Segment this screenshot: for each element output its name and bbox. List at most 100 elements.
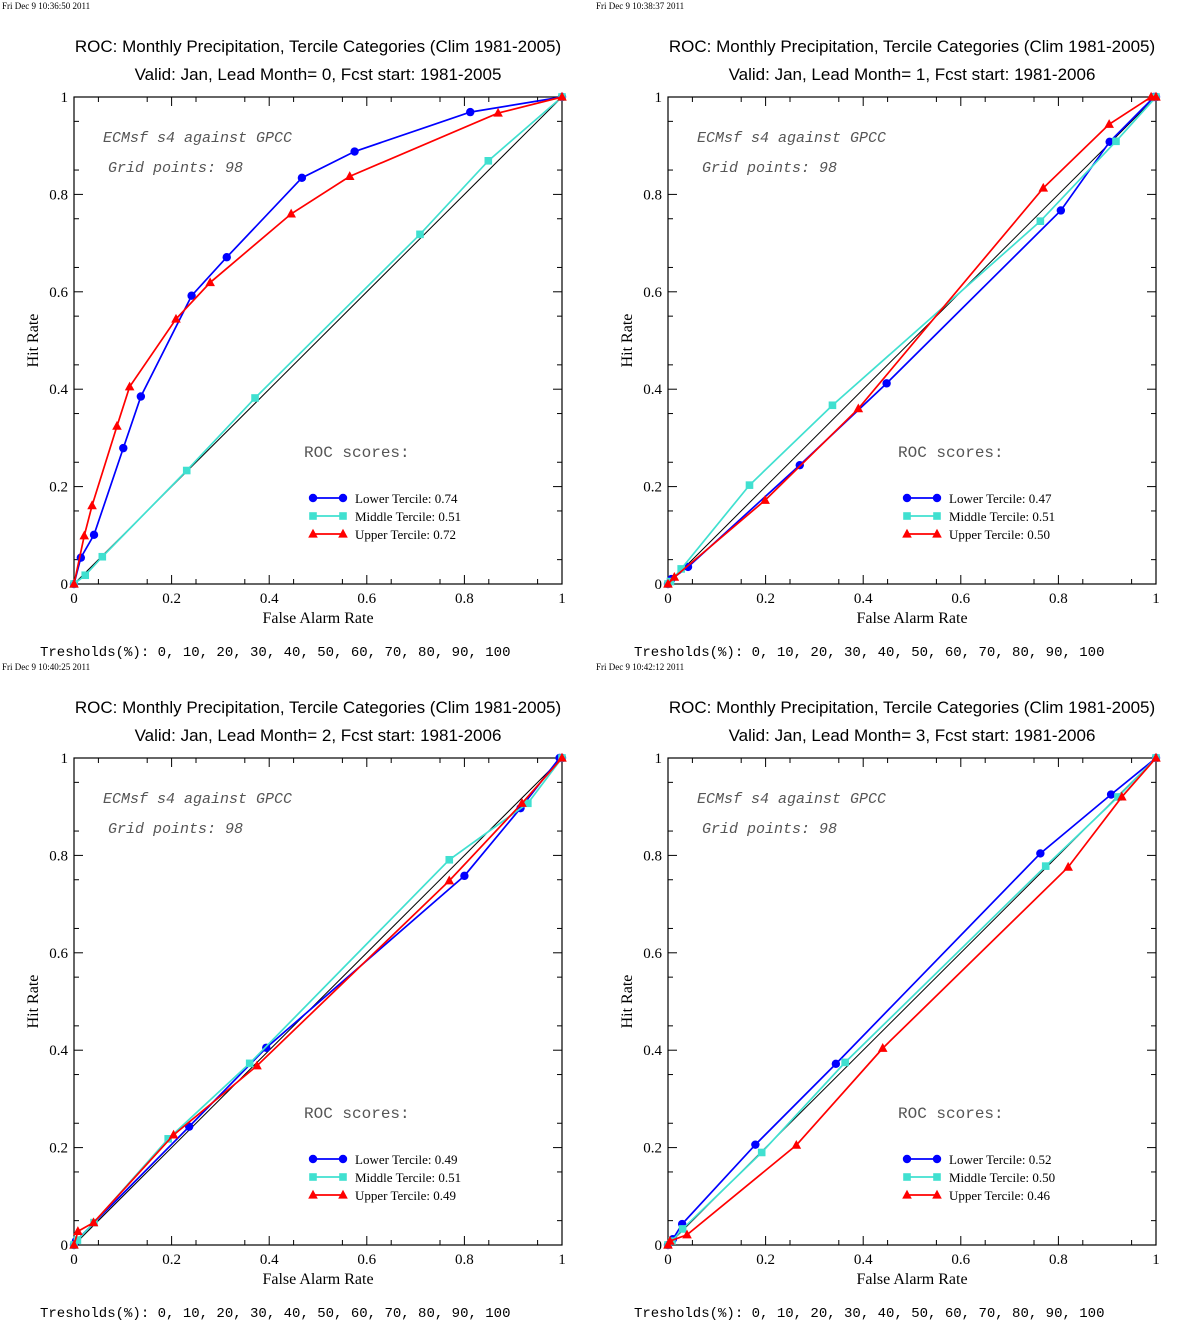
- y-axis-label: Hit Rate: [25, 314, 42, 368]
- legend-label-middle: Middle Tercile: 0.50: [949, 1170, 1055, 1185]
- y-tick-label: 0.8: [643, 187, 662, 203]
- data-point: [791, 1139, 802, 1149]
- y-tick-label: 0.4: [49, 1043, 68, 1059]
- data-point: [669, 571, 680, 581]
- data-point: [245, 1059, 254, 1068]
- legend-marker: [932, 1154, 942, 1164]
- data-point: [136, 392, 146, 401]
- y-tick-label: 0.6: [643, 285, 662, 301]
- series-upper-line: [73, 757, 563, 1246]
- roc-chart-svg: Fri Dec 9 10:42:12 2011 ROC: Monthly Prec…: [596, 662, 1161, 1322]
- y-tick-label: 0.6: [643, 946, 662, 962]
- x-axis-label: False Alarm Rate: [856, 610, 967, 627]
- data-point: [682, 1229, 692, 1239]
- y-tick-label: 0.2: [49, 480, 68, 496]
- legend-marker: [933, 1173, 941, 1181]
- roc-chart-svg: Fri Dec 9 10:38:37 2011 ROC: Monthly Prec…: [596, 1, 1161, 661]
- data-point: [81, 571, 90, 580]
- x-tick-label: 0.2: [162, 591, 181, 607]
- data-point: [445, 855, 454, 864]
- roc-chart-svg: Fri Dec 9 10:40:25 2011 ROC: Monthly Prec…: [2, 662, 567, 1322]
- x-tick-label: 0.4: [260, 1252, 279, 1268]
- legend-marker: [339, 1173, 347, 1181]
- x-tick-label: 1: [558, 1252, 566, 1268]
- x-tick-label: 0.2: [756, 1252, 775, 1268]
- annotation-grid-points: Grid points: 98: [108, 160, 243, 177]
- data-point: [557, 91, 567, 101]
- timestamp: Fri Dec 9 10:36:50 2011: [2, 1, 90, 11]
- legend-marker: [902, 1189, 912, 1199]
- thresholds-caption: Tresholds(%): 0, 10, 20, 30, 40, 50, 60,…: [40, 1306, 510, 1322]
- data-point: [831, 1059, 841, 1069]
- data-point: [1056, 206, 1066, 215]
- data-point: [1117, 791, 1127, 801]
- x-tick-label: 0.8: [1049, 1252, 1068, 1268]
- x-tick-label: 1: [1152, 1252, 1160, 1268]
- x-tick-label: 1: [558, 591, 566, 607]
- roc-scores-title: ROC scores:: [898, 1105, 1004, 1123]
- legend-marker: [308, 528, 318, 538]
- legend-marker: [903, 1173, 911, 1181]
- data-point: [1114, 793, 1122, 801]
- x-tick-label: 0.6: [357, 591, 376, 607]
- legend-label-lower: Lower Tercile: 0.49: [355, 1152, 457, 1167]
- y-tick-label: 1: [61, 90, 69, 106]
- data-point: [88, 1217, 99, 1227]
- legend-marker: [903, 512, 911, 520]
- legend-label-middle: Middle Tercile: 0.51: [355, 1170, 461, 1185]
- data-point: [350, 147, 359, 156]
- data-point: [73, 1226, 83, 1235]
- y-axis-label: Hit Rate: [25, 975, 42, 1029]
- legend-marker: [308, 1154, 318, 1164]
- roc-chart-svg: Fri Dec 9 10:36:50 2011 ROC: Monthly Prec…: [2, 1, 567, 661]
- chart-subtitle: Valid: Jan, Lead Month= 3, Fcst start: 1…: [729, 726, 1096, 745]
- data-point: [760, 495, 770, 504]
- chart-title: ROC: Monthly Precipitation, Tercile Cate…: [669, 698, 1155, 717]
- x-tick-label: 0: [70, 1252, 78, 1268]
- x-tick-label: 0.6: [951, 1252, 970, 1268]
- x-tick-label: 0.4: [260, 591, 279, 607]
- x-tick-label: 0: [664, 1252, 672, 1268]
- data-point: [69, 578, 79, 588]
- y-tick-label: 0.4: [643, 382, 662, 398]
- x-tick-label: 0.6: [357, 1252, 376, 1268]
- chart-title: ROC: Monthly Precipitation, Tercile Cate…: [75, 37, 561, 56]
- y-axis-label: Hit Rate: [619, 975, 636, 1029]
- data-point: [1036, 849, 1045, 858]
- annotation-dataset: ECMsf s4 against GPCC: [697, 791, 886, 808]
- chart-subtitle: Valid: Jan, Lead Month= 0, Fcst start: 1…: [135, 65, 502, 84]
- roc-scores-title: ROC scores:: [898, 444, 1004, 462]
- chart-subtitle: Valid: Jan, Lead Month= 2, Fcst start: 1…: [135, 726, 502, 745]
- data-point: [187, 291, 196, 300]
- x-tick-label: 0.8: [1049, 591, 1068, 607]
- data-point: [665, 1235, 675, 1245]
- data-point: [853, 403, 864, 413]
- y-tick-label: 0: [655, 577, 663, 593]
- data-point: [444, 875, 455, 885]
- data-point: [344, 171, 355, 180]
- x-axis-label: False Alarm Rate: [262, 610, 373, 627]
- y-tick-label: 0.4: [49, 382, 68, 398]
- data-point: [286, 208, 296, 218]
- data-point: [493, 107, 503, 117]
- series-upper-line: [667, 757, 1157, 1246]
- plot-frame: [667, 96, 1157, 585]
- legend-marker: [902, 528, 912, 538]
- data-point: [205, 277, 215, 287]
- legend-label-lower: Lower Tercile: 0.52: [949, 1152, 1051, 1167]
- y-tick-label: 0.8: [49, 187, 68, 203]
- roc-scores-title: ROC scores:: [304, 444, 410, 462]
- annotation-dataset: ECMsf s4 against GPCC: [103, 130, 292, 147]
- legend: Lower Tercile: 0.47 Middle Tercile: 0.51 U…: [902, 491, 1055, 542]
- data-point: [251, 394, 259, 402]
- thresholds-caption: Tresholds(%): 0, 10, 20, 30, 40, 50, 60,…: [634, 1306, 1104, 1322]
- y-tick-label: 0.4: [643, 1043, 662, 1059]
- x-axis-label: False Alarm Rate: [262, 1271, 373, 1288]
- annotation-dataset: ECMsf s4 against GPCC: [697, 130, 886, 147]
- data-point: [517, 798, 527, 807]
- data-point: [124, 381, 135, 391]
- timestamp: Fri Dec 9 10:42:12 2011: [596, 662, 684, 672]
- x-tick-label: 0: [70, 591, 78, 607]
- data-point: [252, 1060, 262, 1070]
- series-upper-tercile: [69, 752, 567, 1249]
